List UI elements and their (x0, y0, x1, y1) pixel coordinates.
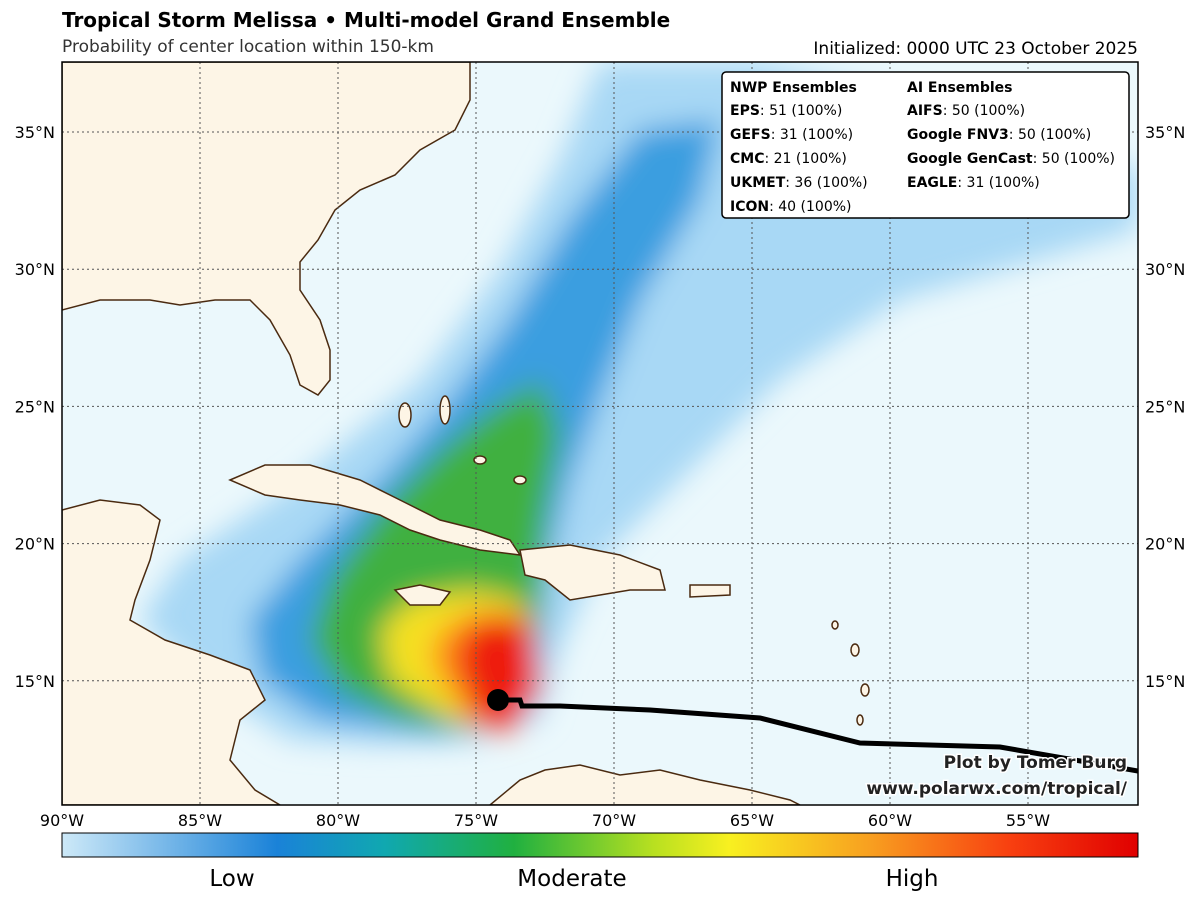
legend-box (721, 71, 1130, 219)
lat-label: 15°N (15, 672, 55, 691)
lon-label: 80°W (316, 811, 360, 830)
legend-entry: GEFS: 31 (100%) (730, 127, 853, 143)
member-count: : 50 (100%) (1009, 127, 1091, 143)
lon-label: 75°W (454, 811, 498, 830)
coastlines (62, 62, 870, 805)
legend-entry: Google FNV3: 50 (100%) (907, 127, 1091, 143)
model-name: UKMET (730, 175, 786, 191)
lat-label: 15°N (1145, 672, 1185, 691)
member-count: : 50 (100%) (1033, 151, 1115, 167)
storm-track (498, 697, 1138, 774)
model-name: ICON (730, 199, 769, 215)
model-name: EPS (730, 103, 760, 119)
title: Tropical Storm Melissa • Multi-model Gra… (62, 8, 670, 32)
legend-entry: UKMET: 36 (100%) (730, 175, 868, 191)
map-frame (61, 61, 1139, 806)
member-count: : 40 (100%) (769, 199, 851, 215)
lat-label: 30°N (1145, 260, 1185, 279)
lat-label: 30°N (15, 260, 55, 279)
lon-label: 55°W (1006, 811, 1050, 830)
legend-heading: AI Ensembles (907, 80, 1013, 96)
member-count: : 31 (100%) (957, 175, 1039, 191)
lat-label: 35°N (1145, 123, 1185, 142)
model-name: CMC (730, 151, 764, 167)
lon-label: 90°W (40, 811, 84, 830)
model-name: GEFS (730, 127, 771, 143)
model-name: AIFS (907, 103, 943, 119)
model-name: EAGLE (907, 175, 957, 191)
colorbar-label: Moderate (517, 866, 626, 892)
legend-entry: EAGLE: 31 (100%) (907, 175, 1040, 191)
lon-label: 85°W (178, 811, 222, 830)
lat-label: 20°N (1145, 535, 1185, 554)
lat-label: 35°N (15, 123, 55, 142)
legend-entry: ICON: 40 (100%) (730, 199, 852, 215)
model-name: Google FNV3 (907, 127, 1009, 143)
legend-entry: CMC: 21 (100%) (730, 151, 847, 167)
model-name: Google GenCast (907, 151, 1033, 167)
member-count: : 51 (100%) (760, 103, 842, 119)
lat-label: 25°N (15, 397, 55, 416)
legend-entry: AIFS: 50 (100%) (907, 103, 1025, 119)
credit-url: www.polarwx.com/tropical/ (866, 779, 1127, 799)
colorbar (61, 832, 1139, 858)
lon-label: 60°W (868, 811, 912, 830)
lon-label: 65°W (730, 811, 774, 830)
lon-label: 70°W (592, 811, 636, 830)
lat-label: 20°N (15, 535, 55, 554)
subtitle: Probability of center location within 15… (62, 37, 434, 57)
colorbar-label: High (886, 866, 939, 892)
colorbar-label: Low (209, 866, 254, 892)
credit: Plot by Tomer Burg (944, 753, 1127, 773)
storm-position (487, 689, 509, 711)
legend-heading: NWP Ensembles (730, 80, 857, 96)
member-count: : 31 (100%) (771, 127, 853, 143)
legend-entry: EPS: 51 (100%) (730, 103, 842, 119)
lat-label: 25°N (1145, 397, 1185, 416)
member-count: : 50 (100%) (943, 103, 1025, 119)
init-time: Initialized: 0000 UTC 23 October 2025 (813, 39, 1138, 59)
member-count: : 36 (100%) (785, 175, 867, 191)
member-count: : 21 (100%) (764, 151, 846, 167)
legend-entry: Google GenCast: 50 (100%) (907, 151, 1115, 167)
